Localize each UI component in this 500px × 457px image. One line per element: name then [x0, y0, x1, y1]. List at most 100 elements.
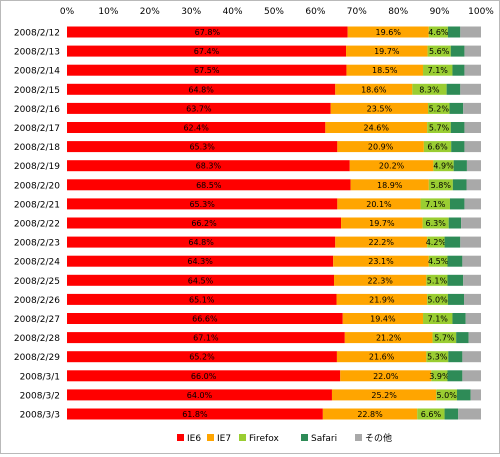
x-tick-label: 60% [305, 7, 325, 17]
data-label: 19.7% [374, 47, 400, 56]
legend-swatch [355, 434, 362, 441]
bar-segment-ie7 [347, 26, 429, 38]
bar-segment-ie7 [335, 236, 428, 248]
bar-segment-ie6 [67, 83, 336, 95]
bar-segment-ie6 [67, 102, 331, 114]
plot-area: 67.8% 19.6% 4.6% 67.4% 19.7% 5.6% 67.5% 18.5% 7.… [67, 26, 481, 420]
data-label: 68.3% [196, 162, 222, 171]
data-label: 62.4% [183, 124, 209, 133]
category-label: 2008/2/20 [14, 181, 60, 191]
legend-label: IE7 [217, 434, 231, 444]
bar-segment-safari [446, 83, 461, 95]
bar-segment-other [464, 198, 481, 210]
x-tick-label: 10% [98, 7, 118, 17]
bar-segment-ie7 [344, 332, 433, 344]
legend-label: その他 [365, 432, 392, 444]
category-label: 2008/2/21 [14, 200, 60, 210]
bar-segment-safari [444, 236, 461, 248]
category-label: 2008/2/18 [14, 143, 60, 153]
category-label: 2008/2/27 [14, 315, 60, 325]
data-label: 64.0% [187, 391, 213, 400]
data-label: 6.6% [421, 410, 442, 419]
legend-label: Firefox [249, 434, 279, 444]
bar-segment-ie6 [67, 198, 338, 210]
bar-segment-ie6 [67, 370, 341, 382]
bar-segment-safari [449, 198, 465, 210]
bar-segment-other [464, 293, 481, 305]
x-tick-label: 100% [468, 7, 494, 17]
bar-segment-ie6 [67, 274, 335, 286]
category-label: 2008/2/19 [14, 162, 60, 172]
x-tick-label: 70% [347, 7, 367, 17]
bar-segment-ie6 [67, 141, 338, 153]
bar-segment-ie6 [67, 332, 345, 344]
data-label: 65.3% [189, 200, 215, 209]
bar-segment-firefox [432, 332, 457, 344]
x-tick-label: 50% [264, 7, 284, 17]
data-label: 5.2% [429, 104, 450, 113]
data-label: 22.8% [357, 410, 383, 419]
data-label: 64.3% [187, 257, 213, 266]
bar-segment-other [462, 255, 481, 267]
bar-segment-ie7 [340, 370, 432, 382]
bar-segment-ie6 [67, 255, 334, 267]
bar-segment-other [464, 45, 481, 57]
bar-segment-ie7 [325, 122, 428, 133]
legend-label: IE6 [187, 434, 201, 444]
bar-segment-ie7 [346, 64, 424, 76]
bar-segment-firefox [427, 122, 451, 133]
bar-segment-safari [452, 179, 467, 191]
data-label: 67.4% [194, 47, 220, 56]
bar-segment-ie7 [336, 351, 427, 363]
data-label: 23.1% [368, 257, 394, 266]
data-label: 68.5% [196, 181, 222, 190]
bar-segment-other [461, 217, 481, 229]
x-tick-label: 40% [223, 7, 243, 17]
bar-segment-ie6 [67, 217, 342, 229]
data-label: 21.6% [369, 353, 395, 362]
bar-segment-firefox [433, 160, 454, 172]
category-label: 2008/2/22 [14, 220, 60, 230]
bar-segment-ie6 [67, 236, 336, 248]
bar-segment-firefox [426, 351, 449, 363]
bar-segment-firefox [423, 141, 452, 153]
data-label: 67.8% [195, 28, 221, 37]
data-label: 4.9% [433, 162, 454, 171]
data-label: 65.2% [189, 353, 215, 362]
data-label: 61.8% [182, 410, 208, 419]
bar-segment-ie7 [330, 102, 429, 114]
bar-segment-other [460, 83, 481, 95]
legend-swatch [177, 434, 184, 441]
bar-segment-safari [456, 332, 469, 344]
x-tick-label: 30% [181, 7, 201, 17]
bar-segment-ie7 [349, 160, 434, 172]
bar-segment-other [464, 64, 481, 76]
bar-segment-firefox [426, 274, 448, 286]
bar-segment-safari [448, 351, 463, 363]
data-label: 21.2% [376, 334, 402, 343]
data-label: 22.2% [369, 238, 395, 247]
data-label: 5.0% [427, 295, 448, 304]
bar-segment-safari [448, 217, 462, 229]
data-label: 23.5% [367, 104, 393, 113]
legend-label: Safari [311, 434, 337, 444]
legend-swatch [239, 434, 246, 441]
data-label: 22.3% [367, 276, 393, 285]
bar-segment-ie6 [67, 122, 326, 133]
bar-segment-safari [452, 313, 466, 324]
bar-segment-safari [456, 389, 471, 401]
x-tick-label: 20% [140, 7, 160, 17]
data-label: 63.7% [186, 104, 212, 113]
category-label: 2008/2/17 [14, 124, 60, 134]
bar-segment-firefox [423, 313, 453, 324]
legend-swatch [207, 434, 214, 441]
category-label: 2008/2/29 [14, 353, 60, 363]
data-label: 19.6% [376, 28, 402, 37]
bar-segment-other [465, 313, 481, 324]
data-label: 18.9% [377, 181, 403, 190]
data-label: 18.5% [372, 66, 398, 75]
data-label: 20.2% [379, 162, 405, 171]
data-label: 6.6% [427, 143, 448, 152]
bar-segment-ie7 [337, 198, 421, 210]
